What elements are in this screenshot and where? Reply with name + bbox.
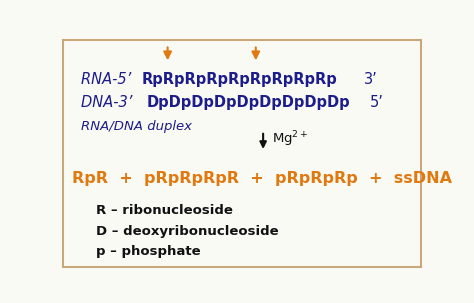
Text: R – ribonucleoside: R – ribonucleoside <box>96 204 233 217</box>
Text: p – phosphate: p – phosphate <box>96 245 201 258</box>
Text: D – deoxyribonucleoside: D – deoxyribonucleoside <box>96 225 279 238</box>
Text: DNA-3’: DNA-3’ <box>82 95 137 110</box>
Text: DpDpDpDpDpDpDpDpDp: DpDpDpDpDpDpDpDpDp <box>146 95 350 110</box>
Text: RNA/DNA duplex: RNA/DNA duplex <box>82 120 192 133</box>
Text: RpR  +  pRpRpRpR  +  pRpRpRp  +  ssDNA: RpR + pRpRpRpR + pRpRpRp + ssDNA <box>72 171 452 186</box>
FancyBboxPatch shape <box>63 40 421 267</box>
Text: 5’: 5’ <box>370 95 383 110</box>
Text: 3’: 3’ <box>364 72 378 87</box>
Text: RpRpRpRpRpRpRpRpRp: RpRpRpRpRpRpRpRpRp <box>142 72 337 87</box>
Text: RNA-5’: RNA-5’ <box>82 72 136 87</box>
Text: Mg$^{2+}$: Mg$^{2+}$ <box>272 129 309 149</box>
